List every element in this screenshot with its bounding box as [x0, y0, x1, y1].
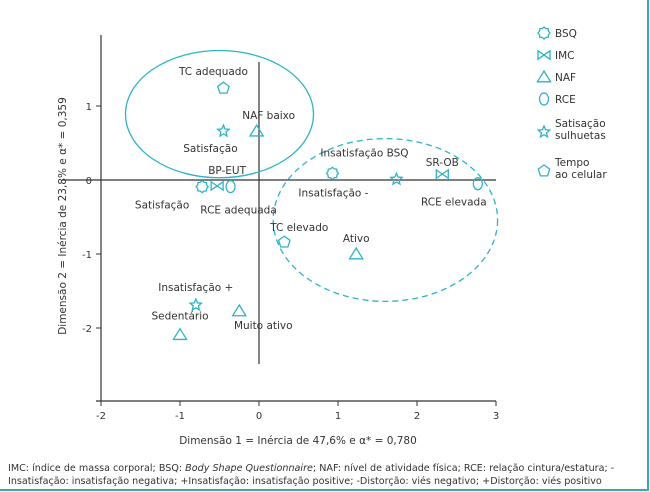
x-tick-label: 0 — [256, 411, 262, 422]
pentagon-marker-icon — [277, 235, 291, 248]
data-point: TC elevado — [269, 222, 328, 248]
footnote-text-2: ; NAF: nível de atividade física; RCE: r… — [8, 463, 615, 487]
data-point: Satisfação — [183, 123, 238, 155]
y-tick-label: 1 — [86, 102, 92, 113]
point-label: Insatisfação + — [158, 282, 233, 294]
star-marker-icon — [188, 297, 204, 312]
data-point: NAF baixo — [242, 110, 295, 137]
star-marker-icon — [216, 123, 231, 138]
data-point: TC adequado — [178, 66, 248, 94]
legend-label-line2: sulhuetas — [555, 130, 606, 142]
data-point: SR-OB — [426, 157, 459, 180]
data-point: Ativo — [343, 233, 370, 260]
data-point: BP-EUT — [208, 165, 247, 192]
bowtie-marker-icon — [210, 180, 224, 192]
data-point: RCE elevada — [421, 177, 487, 209]
x-tick-label: -1 — [175, 411, 185, 422]
data-point: Muito ativo — [231, 303, 293, 332]
triangle-marker-icon — [248, 123, 265, 137]
legend-item: IMC — [537, 49, 575, 62]
legend-label: Tempo — [554, 157, 589, 169]
legend-label: BSQ — [555, 28, 577, 40]
bowtie-marker-icon — [435, 168, 449, 180]
point-label: Satisfação — [183, 143, 237, 155]
star-marker-icon — [389, 171, 404, 186]
hexagon-marker-icon — [325, 166, 340, 181]
ellipse-marker-icon — [538, 92, 550, 106]
data-point: Insatisfação BSQ — [320, 147, 409, 181]
star-marker-icon — [536, 124, 552, 139]
legend-label: Satisação — [555, 118, 606, 130]
hexagon-marker-icon — [195, 179, 209, 194]
pentagon-marker-icon — [537, 164, 551, 177]
y-tick-label: 0 — [86, 176, 92, 187]
legend-item: RCE — [538, 92, 576, 106]
point-label: Insatisfação BSQ — [320, 147, 408, 159]
ellipse-marker-icon — [225, 180, 236, 194]
footnote: IMC: índice de massa corporal; BSQ: Body… — [8, 462, 644, 488]
triangle-marker-icon — [536, 69, 552, 83]
point-label: TC adequado — [178, 66, 248, 78]
x-axis-label: Dimensão 1 = Inércia de 47,6% e α* = 0,7… — [179, 435, 417, 447]
data-point: Satisfação — [135, 179, 209, 212]
data-point: RCE adequada — [200, 180, 277, 217]
point-label: NAF baixo — [242, 110, 295, 122]
footnote-italic: Body Shape Questionnaire — [185, 463, 313, 474]
point-label: TC elevado — [269, 222, 328, 234]
legend-label: IMC — [555, 50, 575, 62]
bowtie-marker-icon — [537, 49, 551, 61]
data-points: Satisfação Insatisfação BSQ BP-EUT SR-OB NAF… — [135, 66, 487, 341]
legend-item: BSQ — [537, 26, 577, 40]
pentagon-marker-icon — [216, 81, 230, 94]
point-label: BP-EUT — [208, 165, 246, 177]
x-tick-label: 2 — [414, 411, 420, 422]
data-point: Insatisfação - — [298, 171, 404, 199]
point-label: RCE adequada — [200, 205, 277, 217]
point-label: Insatisfação - — [298, 187, 368, 199]
legend-label: RCE — [555, 94, 576, 106]
point-label: Satisfação — [135, 200, 189, 212]
grouping-ellipse-1 — [124, 49, 315, 179]
grouping-ellipse-2 — [272, 137, 499, 303]
y-tick-label: -1 — [82, 250, 92, 261]
x-tick-label: -2 — [96, 411, 106, 422]
triangle-marker-icon — [172, 327, 188, 341]
triangle-marker-icon — [231, 303, 248, 317]
point-label: Sedentário — [151, 311, 208, 323]
y-axis-label: Dimensão 2 = Inércia de 23,8% e α* = 0,3… — [57, 97, 69, 335]
triangle-marker-icon — [348, 246, 364, 260]
footnote-text: IMC: índice de massa corporal; BSQ: — [8, 463, 186, 474]
ellipse-marker-icon — [472, 177, 483, 191]
groupings — [124, 49, 499, 303]
data-point: Sedentário — [151, 311, 209, 341]
point-label: Muito ativo — [234, 320, 293, 332]
point-label: Ativo — [343, 233, 370, 245]
legend-item: NAF — [536, 69, 576, 84]
y-tick-label: -2 — [82, 324, 92, 335]
data-point: Insatisfação + — [158, 282, 233, 312]
point-label: RCE elevada — [421, 197, 487, 209]
hexagon-marker-icon — [537, 26, 551, 40]
legend-label: NAF — [555, 72, 576, 84]
point-label: SR-OB — [426, 157, 459, 169]
axes: -2 -1 0 1 2 3 1 0 -1 -2 — [62, 35, 499, 422]
x-tick-label: 3 — [493, 411, 499, 422]
x-tick-label: 1 — [335, 411, 341, 422]
legend-label-line2: ao celular — [555, 169, 607, 181]
